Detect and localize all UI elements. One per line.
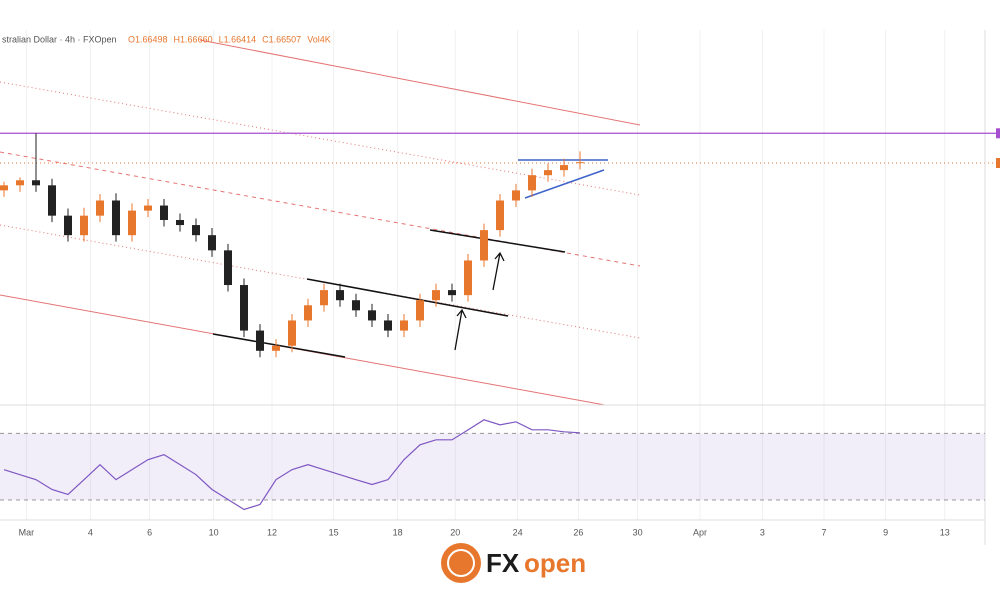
candle-body xyxy=(368,310,376,321)
ohlc-label: L1.66414 xyxy=(219,34,257,44)
ohlc-legend: O1.66498 H1.66660 L1.66414 C1.66507 Vol4K xyxy=(128,34,331,44)
x-tick-label: 4 xyxy=(88,527,93,537)
candle-body xyxy=(48,185,56,216)
candle-body xyxy=(128,210,136,236)
candle-body xyxy=(240,285,248,331)
candle-body xyxy=(144,205,152,211)
logo-text: open xyxy=(524,548,586,578)
candle-body xyxy=(224,250,232,286)
resistance-line xyxy=(429,229,566,253)
level-marker xyxy=(996,128,1000,139)
candle-body xyxy=(512,190,520,201)
candle-body xyxy=(304,305,312,321)
x-tick-label: 12 xyxy=(267,527,277,537)
channel-line xyxy=(199,39,641,126)
annotations xyxy=(0,30,1000,545)
channel-line xyxy=(0,81,641,196)
candle-body xyxy=(160,205,168,220)
x-tick-label: Mar xyxy=(19,527,35,537)
candle-body xyxy=(464,260,472,296)
rsi-line xyxy=(3,419,581,511)
candle-body xyxy=(16,180,24,186)
candle-body xyxy=(416,300,424,321)
x-tick-label: 6 xyxy=(147,527,152,537)
x-tick-label: 24 xyxy=(513,527,523,537)
candle-body xyxy=(400,320,408,331)
x-tick-label: 20 xyxy=(450,527,460,537)
ohlc-label: C1.66507 xyxy=(262,34,301,44)
candle-body xyxy=(288,320,296,346)
candle-body xyxy=(112,200,120,236)
ohlc-label: O1.66498 xyxy=(128,34,168,44)
candle-body xyxy=(192,225,200,236)
candle-body xyxy=(480,230,488,261)
rsi-band xyxy=(0,433,985,500)
x-tick-label: 7 xyxy=(821,527,826,537)
candle-body xyxy=(432,290,440,301)
x-tick-label: 9 xyxy=(883,527,888,537)
price-marker xyxy=(996,158,1000,168)
x-tick-label: 18 xyxy=(393,527,403,537)
candle-body xyxy=(448,290,456,296)
candle-body xyxy=(96,200,104,216)
candle-body xyxy=(0,185,8,191)
x-tick-label: 15 xyxy=(329,527,339,537)
x-tick-label: 26 xyxy=(573,527,583,537)
chart-title: stralian Dollar · 4h · FXOpen xyxy=(2,34,117,44)
candle-body xyxy=(208,235,216,251)
candle-body xyxy=(496,200,504,231)
candle-body xyxy=(256,330,264,351)
candle-body xyxy=(272,345,280,351)
x-tick-label: 3 xyxy=(760,527,765,537)
candle-body xyxy=(352,300,360,311)
logo-icon xyxy=(447,549,475,577)
candle-body xyxy=(384,320,392,331)
candle-body xyxy=(528,175,536,191)
candle-body xyxy=(576,162,584,164)
candle-body xyxy=(336,290,344,301)
candle-body xyxy=(560,165,568,171)
arrow xyxy=(492,251,505,291)
ohlc-label: Vol4K xyxy=(307,34,331,44)
candle-body xyxy=(176,220,184,226)
x-tick-label: 13 xyxy=(940,527,950,537)
support-line xyxy=(212,333,346,358)
x-tick-label: 30 xyxy=(633,527,643,537)
logo-text: FX xyxy=(486,548,520,578)
arrow xyxy=(454,308,467,351)
candle-body xyxy=(32,180,40,186)
ohlc-label: H1.66660 xyxy=(174,34,213,44)
candle-body xyxy=(64,215,72,236)
candle-body xyxy=(320,290,328,306)
x-tick-label: Apr xyxy=(693,527,707,537)
x-tick-label: 10 xyxy=(209,527,219,537)
logo-icon xyxy=(441,543,481,583)
candle-body xyxy=(80,215,88,236)
candle-body xyxy=(544,170,552,176)
triangle-line xyxy=(524,169,605,199)
